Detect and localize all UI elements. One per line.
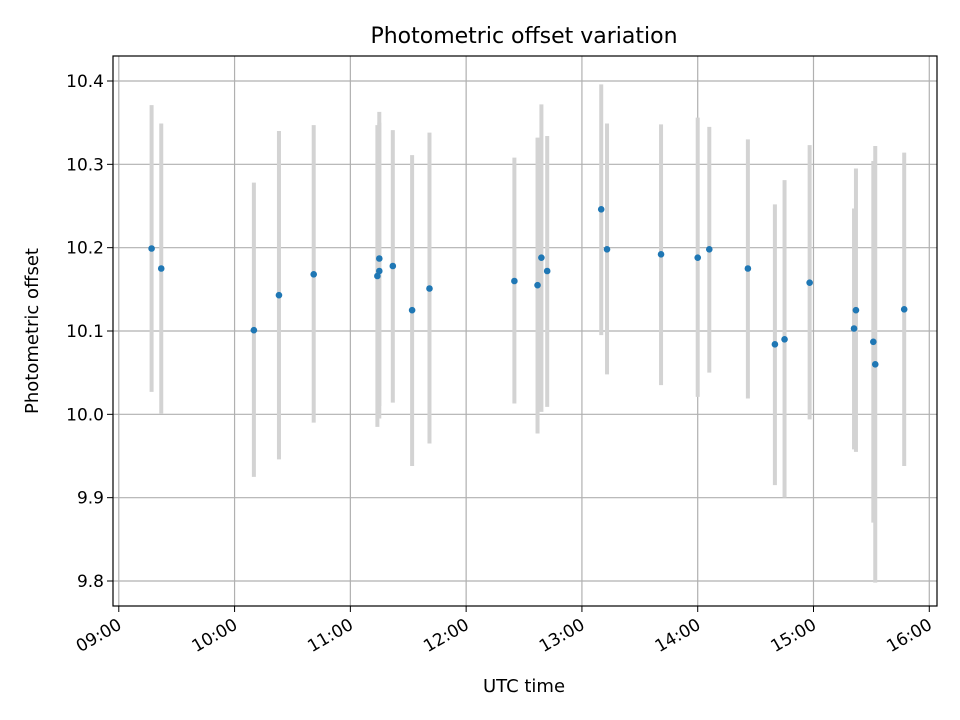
data-points (148, 206, 908, 368)
x-tick-label: 14:00 (652, 615, 704, 657)
y-axis-ticks: 9.8 9.9 10.0 10.1 10.2 10.3 10.4 (66, 72, 113, 592)
data-point (597, 206, 605, 213)
data-point (408, 306, 416, 314)
y-tick-label: 9.8 (77, 572, 104, 592)
data-point (157, 265, 165, 272)
data-point (250, 326, 258, 334)
data-point (781, 336, 788, 343)
data-point (310, 271, 317, 278)
data-point (543, 267, 551, 275)
data-point (771, 341, 779, 348)
data-point (603, 246, 611, 253)
data-point (275, 291, 283, 299)
y-tick-label: 10.0 (66, 405, 104, 425)
x-tick-label: 12:00 (420, 615, 472, 657)
y-tick-label: 9.9 (77, 489, 104, 509)
y-tick-label: 10.4 (66, 72, 104, 92)
data-point (426, 285, 433, 292)
data-point (657, 251, 665, 258)
data-point (871, 361, 879, 368)
x-tick-label: 16:00 (883, 615, 935, 657)
x-tick-label: 13:00 (536, 615, 588, 657)
data-point (376, 267, 383, 275)
data-point (806, 279, 813, 286)
data-point (538, 254, 545, 261)
data-point (870, 338, 877, 346)
y-axis-label: Photometric offset (22, 248, 43, 414)
x-tick-label: 09:00 (73, 615, 125, 657)
x-tick-label: 15:00 (768, 615, 820, 657)
errorbar-group (149, 84, 907, 583)
data-point (900, 306, 908, 313)
data-point (744, 265, 752, 272)
data-point (705, 246, 713, 253)
data-point (374, 272, 381, 280)
data-point (511, 277, 518, 285)
x-tick-label: 10:00 (189, 615, 241, 657)
y-tick-label: 10.3 (66, 155, 104, 175)
data-point (534, 281, 541, 289)
data-point (850, 325, 858, 332)
data-point (694, 254, 702, 261)
y-tick-label: 10.1 (66, 322, 104, 342)
data-point (389, 262, 397, 270)
x-axis-ticks: 09:00 10:00 11:00 12:00 13:00 14:00 15:00 16:00 (73, 606, 936, 657)
y-tick-label: 10.2 (66, 239, 104, 259)
chart-title: Photometric offset variation (370, 24, 677, 49)
data-point (148, 245, 155, 252)
data-point (376, 255, 383, 262)
data-point (852, 306, 860, 314)
grid-lines (113, 56, 937, 606)
x-tick-label: 11:00 (304, 615, 356, 657)
x-axis-label: UTC time (483, 676, 565, 697)
